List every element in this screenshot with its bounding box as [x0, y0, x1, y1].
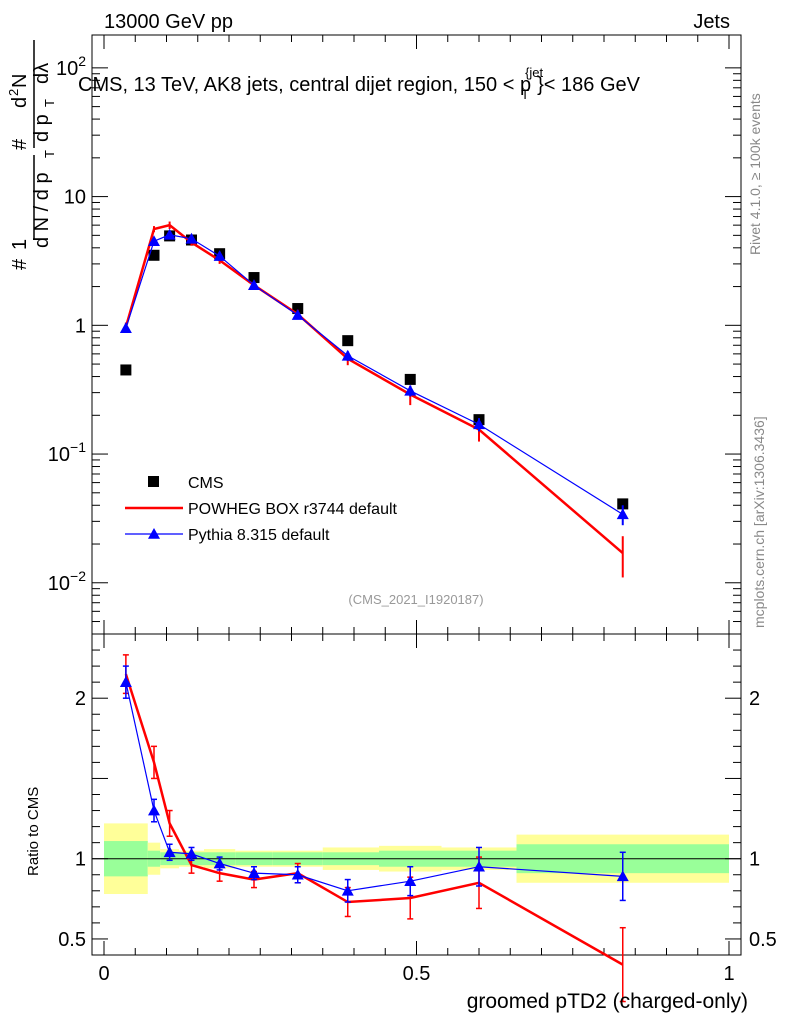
square-marker — [292, 303, 304, 315]
svg-text:1: 1 — [9, 239, 31, 250]
svg-text:d: d — [9, 97, 31, 108]
ratio-triangle-marker — [119, 676, 132, 687]
ratio-tick-label-right: 0.5 — [749, 929, 777, 951]
triangle-marker — [185, 232, 198, 244]
ratio-triangle-marker — [213, 857, 226, 869]
triangle-marker — [148, 235, 160, 247]
ratio-tick-label-left: 0.5 — [58, 929, 86, 951]
analysis-watermark: (CMS_2021_I1920187) — [348, 592, 483, 607]
main-panel-frame — [91, 34, 742, 635]
x-tick-label: 1 — [723, 963, 734, 985]
triangle-marker — [341, 349, 354, 361]
ratio-triangle-marker — [163, 846, 176, 858]
x-tick-label: 0.5 — [403, 963, 431, 985]
data-series — [119, 221, 629, 1003]
square-marker — [617, 498, 629, 510]
ratio-triangle-marker — [185, 847, 198, 859]
axis-ticks: 0 0.5 1 10−2 10−1 1 10 102 0.5 0.5 1 1 2 2 — [48, 35, 777, 985]
ratio-tick-label-right: 2 — [749, 688, 760, 710]
svg-text:d N / d p: d N / d p — [31, 172, 53, 248]
ratio-triangle-marker — [473, 860, 485, 872]
svg-text:N: N — [9, 74, 31, 88]
y-tick-label: 1 — [75, 315, 86, 337]
svg-text:T: T — [42, 99, 57, 107]
triangle-marker — [616, 508, 629, 520]
square-marker — [248, 272, 260, 284]
square-marker — [404, 373, 416, 385]
legend-square-marker — [148, 476, 159, 487]
svg-text:d p: d p — [31, 114, 53, 142]
ratio-tick-label-left: 2 — [75, 688, 86, 710]
rivet-version-label: Rivet 4.1.0, ≥ 100k events — [747, 93, 763, 255]
y-tick-label: 10−2 — [48, 568, 86, 595]
x-axis-label: groomed pTD2 (charged-only) — [467, 990, 748, 1013]
y-tick-label: 10 — [64, 187, 86, 209]
triangle-marker — [404, 384, 417, 396]
svg-text:#: # — [9, 258, 31, 270]
ratio-triangle-marker — [148, 804, 160, 816]
svg-text:2: 2 — [6, 89, 21, 96]
legend-item: CMS — [148, 475, 224, 492]
ratio-tick-label-right: 1 — [749, 849, 760, 871]
legend-item: Pythia 8.315 default — [125, 527, 330, 544]
ratio-triangle-marker — [404, 875, 417, 886]
square-marker — [120, 364, 132, 376]
series-pythia-8-315-default — [119, 228, 629, 903]
legend: CMS POWHEG BOX r3744 default Pythia 8.315 … — [125, 475, 398, 544]
square-marker — [148, 249, 160, 261]
chart-title: CMS, 13 TeV, AK8 jets, central dijet reg… — [78, 65, 641, 102]
y-tick-label: 10−1 — [48, 439, 86, 466]
header-energy: 13000 GeV pp — [104, 11, 233, 33]
legend-label: POWHEG BOX r3744 default — [188, 501, 398, 518]
y-tick-label: 102 — [56, 53, 86, 80]
triangle-marker — [248, 279, 260, 290]
ratio-triangle-marker — [616, 870, 629, 882]
series-cms — [120, 230, 629, 510]
ratio-triangle-marker — [291, 868, 304, 880]
legend-label: CMS — [188, 475, 224, 492]
svg-text:T: T — [42, 150, 57, 158]
series-powheg-box-r3744-default — [122, 221, 626, 1003]
ratio-line — [124, 673, 624, 966]
mcplots-credit-label: mcplots.cern.ch [arXiv:1306.3436] — [751, 416, 767, 628]
legend-triangle-marker — [148, 528, 160, 539]
header-process: Jets — [693, 11, 730, 33]
triangle-marker — [119, 322, 132, 333]
legend-item: POWHEG BOX r3744 default — [125, 501, 398, 518]
ratio-y-axis-label: Ratio to CMS — [25, 787, 42, 876]
ratio-tick-label-left: 1 — [75, 849, 86, 871]
main-y-axis-label: # 1 d N / d p T # d 2 N d p T dλ — [6, 40, 57, 270]
triangle-marker — [213, 250, 226, 261]
ratio-triangle-marker — [341, 884, 354, 896]
triangle-marker — [473, 418, 485, 430]
square-marker — [342, 335, 354, 347]
svg-text:#: # — [9, 138, 31, 150]
svg-text:dλ: dλ — [31, 63, 53, 84]
triangle-marker — [163, 228, 176, 240]
legend-label: Pythia 8.315 default — [188, 527, 330, 544]
ratio-triangle-marker — [248, 867, 260, 878]
triangle-marker — [291, 309, 304, 320]
x-tick-label: 0 — [98, 963, 109, 985]
ratio-panel-frame — [91, 633, 742, 956]
